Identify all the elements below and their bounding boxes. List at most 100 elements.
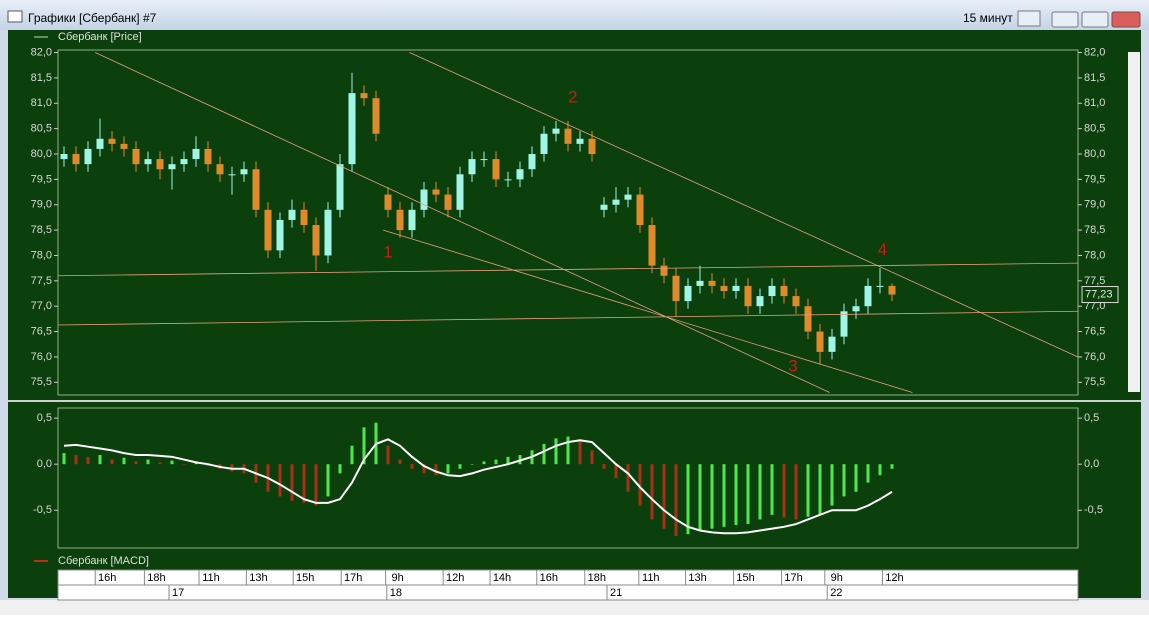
- histogram-bar: [350, 445, 354, 465]
- histogram-bar: [698, 464, 702, 531]
- title-bar: [0, 0, 1149, 30]
- y-tick-label: 80,5: [31, 123, 52, 135]
- histogram-bar: [782, 464, 786, 518]
- minimize-button[interactable]: [1051, 11, 1079, 28]
- y-tick-label: 78,5: [31, 224, 52, 236]
- histogram-bar: [710, 464, 714, 529]
- histogram-bar: [158, 462, 162, 465]
- candle-body: [600, 204, 608, 210]
- candle-body: [576, 138, 584, 144]
- horizontal-scrollbar[interactable]: [0, 600, 1149, 615]
- candle-body: [588, 138, 596, 155]
- histogram-bar: [494, 459, 498, 465]
- candle-body: [216, 164, 224, 175]
- x-tick-label: 15h: [736, 572, 754, 584]
- wave-label: 4: [878, 240, 887, 259]
- histogram-bar: [638, 464, 642, 506]
- x-tick-label: 17h: [344, 572, 362, 584]
- y-tick-label: 77,5: [31, 275, 52, 287]
- macd-line: [63, 438, 893, 535]
- histogram-bar: [794, 464, 798, 520]
- candle-body: [156, 159, 164, 170]
- histogram-bar: [362, 427, 366, 465]
- y-tick-label: 76,5: [1084, 325, 1105, 337]
- histogram-bar: [614, 464, 618, 478]
- y-tick-label: 77,0: [1084, 300, 1105, 312]
- histogram-bar: [422, 464, 426, 474]
- x-tick-label: 17h: [784, 572, 802, 584]
- histogram-bar: [122, 457, 126, 465]
- price-scrollbar[interactable]: [1128, 52, 1140, 392]
- histogram-bar: [578, 441, 582, 465]
- y-tick-label: 0,5: [1084, 412, 1099, 424]
- histogram-bar: [74, 454, 78, 465]
- maximize-button[interactable]: [1081, 11, 1109, 28]
- window-icon: [7, 10, 23, 23]
- histogram-bar: [470, 464, 474, 465]
- candle-body: [720, 285, 728, 291]
- histogram-bar: [434, 464, 438, 476]
- y-tick-label: 79,5: [1084, 173, 1105, 185]
- y-tick-label: 78,5: [1084, 224, 1105, 236]
- histogram-bar: [626, 464, 630, 492]
- histogram-bar: [446, 464, 450, 474]
- plot-border: [57, 49, 1079, 396]
- candle-body: [780, 285, 788, 297]
- candle-body: [612, 199, 620, 205]
- histogram-bar: [842, 464, 846, 497]
- y-tick-label: 81,5: [31, 72, 52, 84]
- candle-body: [240, 169, 248, 175]
- y-tick-label: 81,0: [31, 97, 52, 109]
- histogram-bar: [170, 460, 174, 465]
- histogram-bar: [830, 464, 834, 506]
- candle-body: [396, 209, 404, 231]
- histogram-bar: [302, 464, 306, 503]
- candle-body: [132, 148, 140, 165]
- candle-body: [636, 194, 644, 226]
- wave-label: 3: [788, 357, 797, 376]
- candle-body: [468, 159, 476, 175]
- y-tick-label: 82,0: [31, 46, 52, 58]
- plot-border: [57, 407, 1079, 549]
- histogram-bar: [86, 456, 90, 465]
- y-tick-label: 82,0: [1084, 46, 1105, 58]
- candle-body: [276, 219, 284, 251]
- histogram-bar: [674, 464, 678, 537]
- y-tick-label: 80,0: [1084, 148, 1105, 160]
- x-tick-label: 15h: [296, 572, 314, 584]
- candle-body: [792, 296, 800, 307]
- candle-body: [564, 128, 572, 144]
- candle-body: [336, 164, 344, 210]
- x-tick-label: 11h: [202, 572, 220, 584]
- candle-body: [756, 296, 764, 307]
- histogram-bar: [410, 464, 414, 469]
- y-tick-label: 81,0: [1084, 97, 1105, 109]
- close-button[interactable]: [1111, 11, 1141, 28]
- candle-body: [444, 194, 452, 210]
- candle-body: [192, 148, 200, 160]
- candle-body: [72, 154, 80, 165]
- candle-body: [408, 209, 416, 231]
- interval[interactable]: 15 минут: [963, 11, 1013, 25]
- last-price-box: [1081, 286, 1119, 304]
- pin-button[interactable]: [1017, 10, 1041, 27]
- candle-body: [684, 285, 692, 302]
- x-tick-label: 16h: [98, 572, 116, 584]
- trend-line: [383, 229, 913, 393]
- histogram-bar: [458, 464, 462, 469]
- histogram-bar: [62, 453, 66, 465]
- candle-body: [420, 189, 428, 210]
- last-price-label: 77,23: [1085, 288, 1113, 300]
- candle-body: [744, 285, 752, 307]
- trend-line: [57, 262, 1079, 277]
- histogram-bar: [866, 464, 870, 483]
- trend-line: [95, 52, 830, 393]
- candle-body: [300, 209, 308, 226]
- histogram-bar: [734, 464, 738, 525]
- candle-body: [120, 143, 128, 149]
- chart-area: [8, 30, 1141, 598]
- candle-body: [528, 154, 536, 170]
- date-label: 17: [172, 587, 184, 599]
- histogram-bar: [134, 461, 138, 465]
- candle-body: [144, 159, 152, 165]
